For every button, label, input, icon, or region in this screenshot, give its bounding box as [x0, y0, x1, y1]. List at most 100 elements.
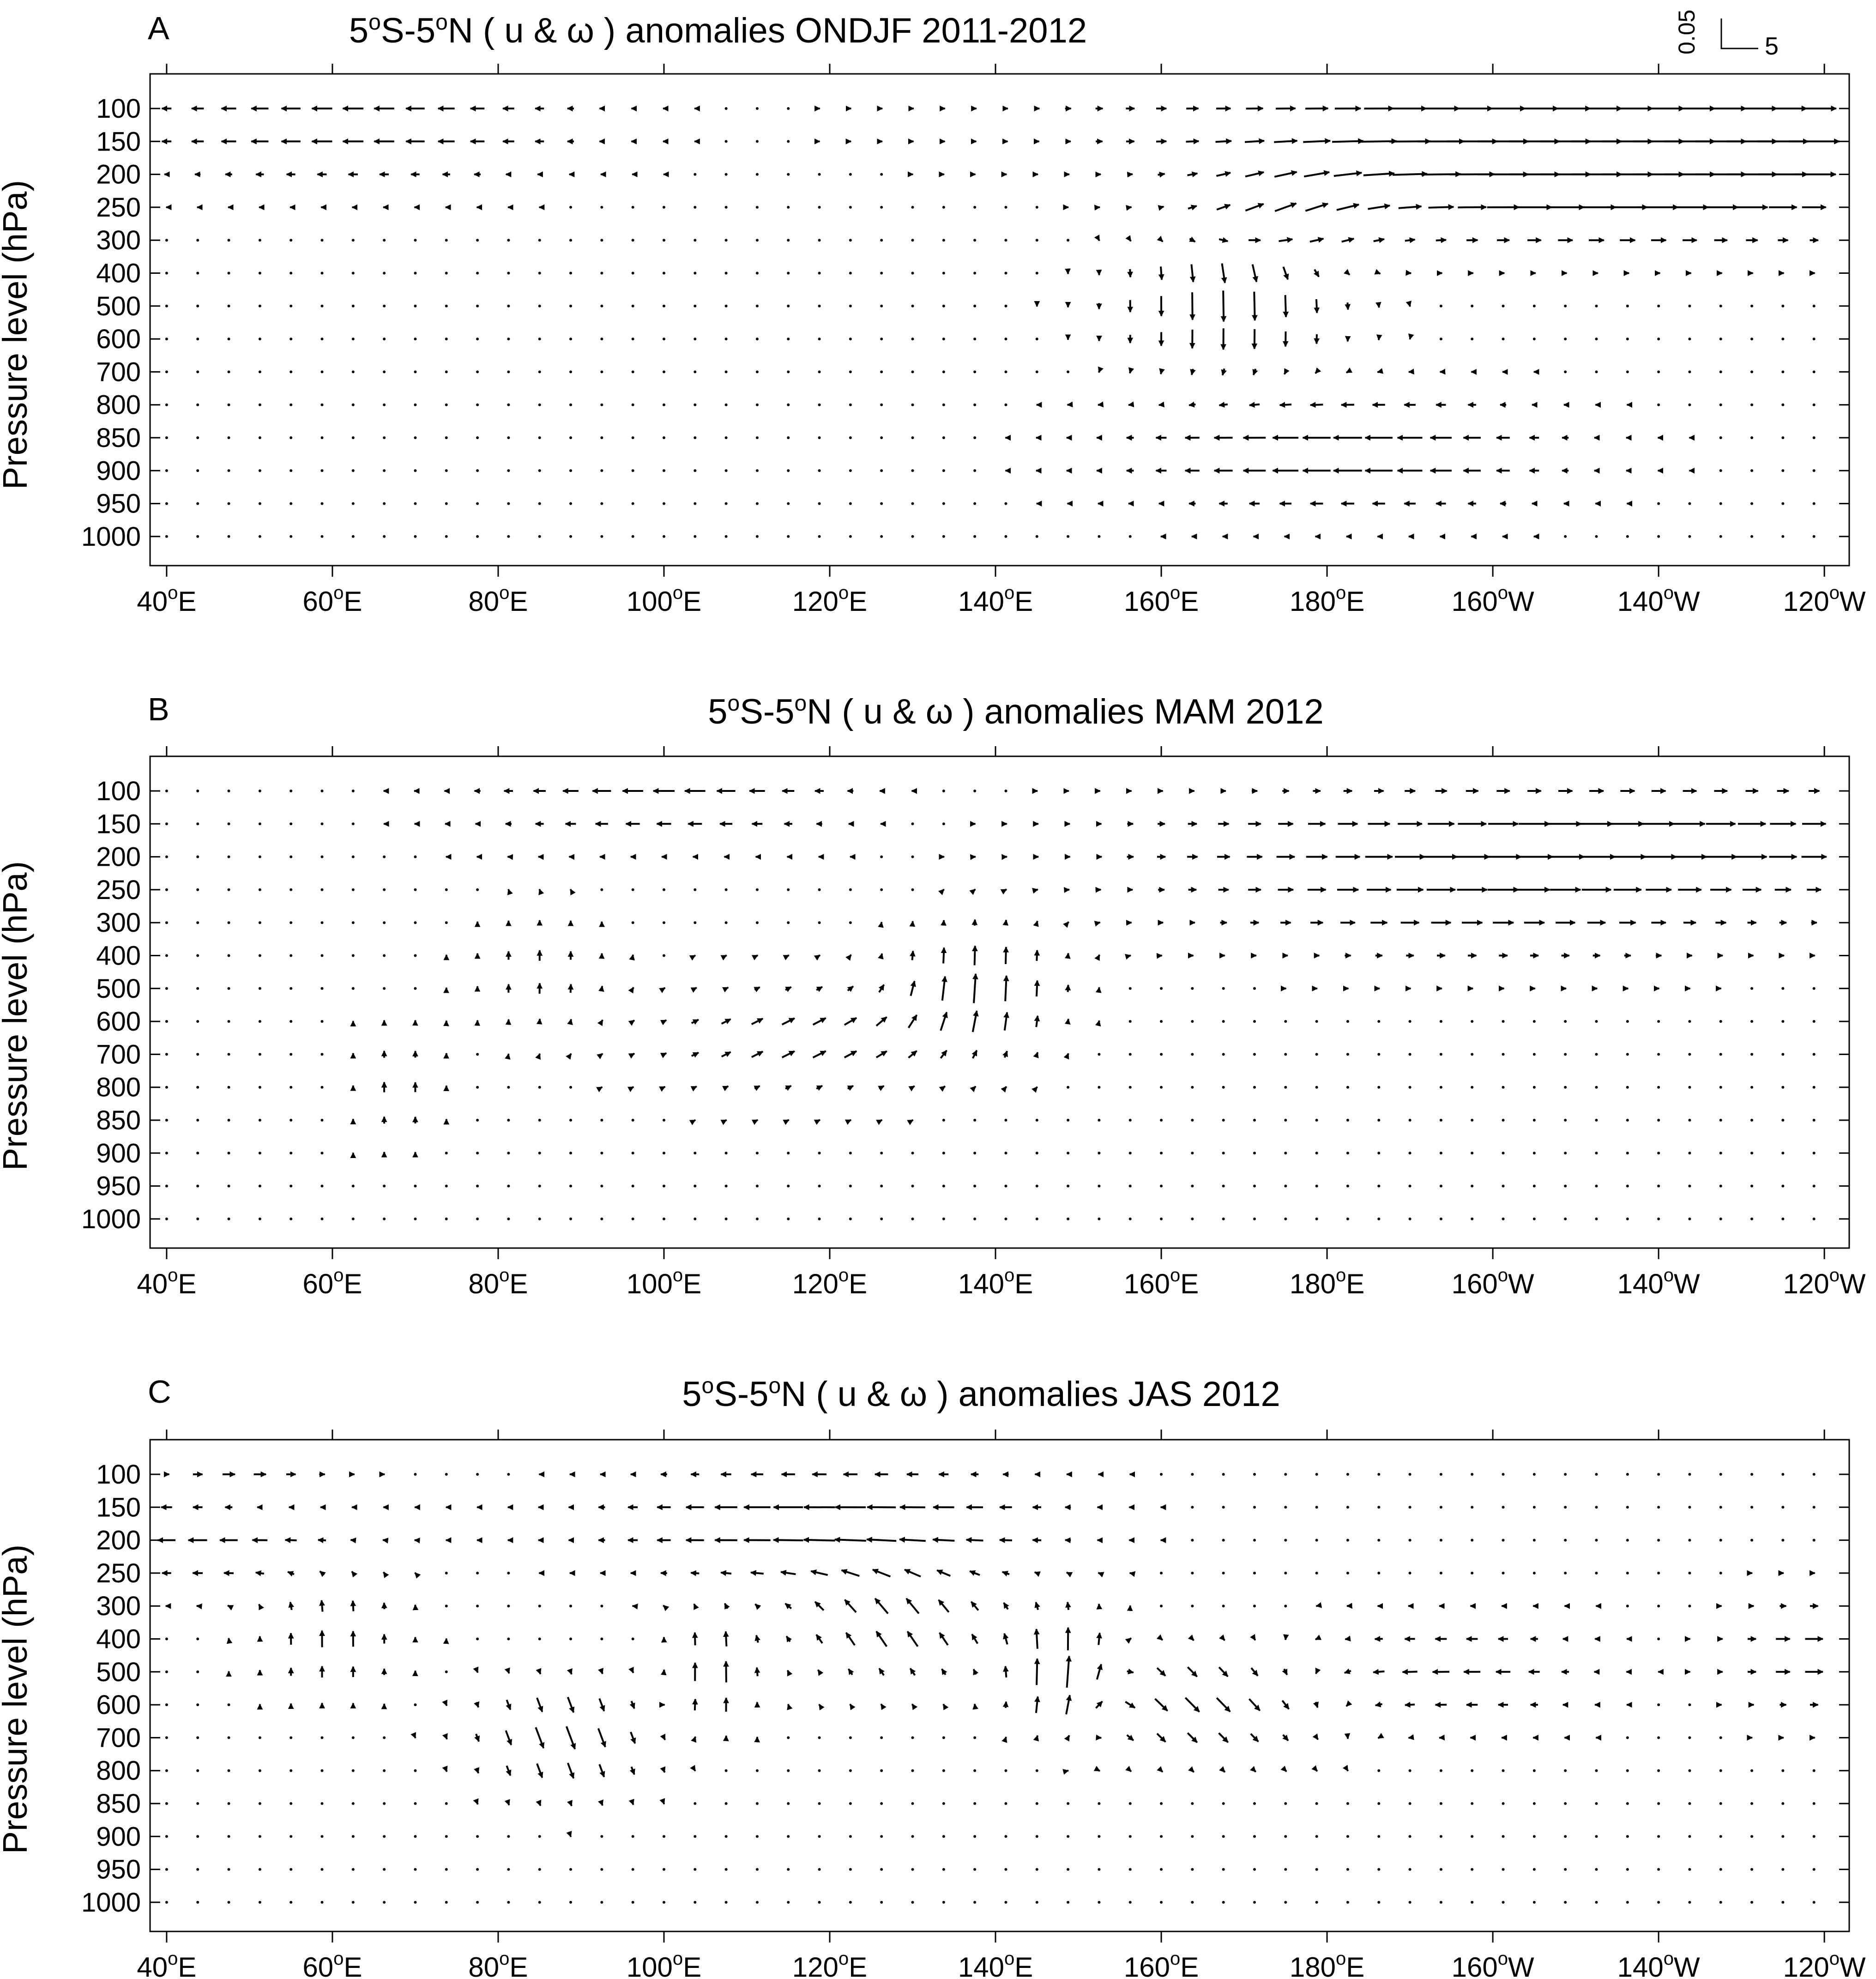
vector-dot [1128, 1868, 1132, 1871]
vector-dot [1471, 1835, 1474, 1838]
vector-dot [1812, 1152, 1816, 1155]
vector-dot [227, 1736, 230, 1739]
vector-dot [1688, 1539, 1691, 1542]
vector-arrow [227, 1605, 234, 1611]
vector-arrow [1033, 920, 1039, 927]
vector-dot [383, 1901, 386, 1904]
panel-c-letter: C [148, 1374, 171, 1410]
vector-dot [507, 1901, 510, 1904]
vector-dot [476, 1119, 479, 1122]
vector-dot [1657, 304, 1660, 308]
panel-a-title: 5oS-5oN ( u & ω ) anomalies ONDJF 2011-2… [349, 10, 1087, 50]
vector-dot [383, 921, 386, 924]
vector-arrow [720, 1570, 732, 1576]
vector-dot [911, 1868, 914, 1871]
vector-dot [1750, 1868, 1754, 1871]
vector-arrow [880, 1703, 887, 1710]
vector-arrow [442, 1733, 448, 1740]
vector-dot [1688, 304, 1691, 308]
vector-dot [1781, 1119, 1785, 1122]
vector-dot [290, 338, 293, 341]
vector-dot [383, 1769, 386, 1772]
vector-dot [1719, 1473, 1722, 1476]
vector-dot [1222, 1473, 1225, 1476]
vector-dot [973, 790, 977, 792]
vector-dot [476, 436, 479, 439]
vector-dot [1377, 1769, 1381, 1772]
vector-arrow [1283, 295, 1289, 318]
vector-dot [1750, 1835, 1754, 1838]
vector-dot [694, 921, 697, 924]
panel-b-frame [149, 755, 1850, 1249]
vector-dot [1657, 338, 1660, 341]
vector-dot [351, 338, 355, 341]
y-tick-label: 250 [96, 1558, 141, 1588]
vector-arrow [1305, 202, 1329, 212]
y-tick-label: 150 [96, 809, 141, 839]
vector-dot [1408, 1571, 1412, 1575]
vector-arrow [1458, 204, 1487, 211]
vector-dot [1253, 1119, 1256, 1122]
vector-dot [196, 1901, 199, 1904]
vector-dot [445, 1473, 448, 1476]
vector-arrow [971, 1010, 979, 1032]
vector-dot [1532, 1901, 1536, 1904]
vector-arrow [936, 1569, 951, 1577]
vector-dot [196, 790, 199, 792]
vector-dot [1191, 1086, 1194, 1089]
vector-arrow [1156, 1732, 1166, 1743]
vector-dot [755, 1901, 759, 1904]
vector-dot [694, 1835, 697, 1838]
vector-dot [414, 1769, 417, 1772]
vector-dot [1098, 1053, 1101, 1056]
vector-dot [258, 1901, 261, 1904]
vector-dot [849, 370, 852, 374]
vector-dot [1688, 1020, 1691, 1023]
vector-arrow [817, 1669, 824, 1676]
vector-dot [1067, 1184, 1070, 1188]
vector-dot [1719, 403, 1722, 406]
vector-dot [227, 1901, 230, 1904]
vector-arrow [1311, 1765, 1318, 1772]
vector-dot [973, 535, 977, 538]
vector-dot [414, 338, 417, 341]
vector-dot [1812, 502, 1816, 505]
vector-dot [196, 502, 199, 505]
vector-dot [1471, 1539, 1474, 1542]
vector-dot [1160, 1184, 1163, 1188]
vector-dot [1284, 1086, 1287, 1089]
vector-dot [1502, 338, 1505, 341]
vector-dot [1377, 1473, 1381, 1476]
vector-dot [507, 1152, 510, 1155]
vector-dot [414, 469, 417, 472]
vector-dot [818, 1152, 821, 1155]
vector-dot [1284, 1152, 1287, 1155]
x-tick-label: 180oE [1290, 1265, 1364, 1299]
vector-arrow [1309, 237, 1324, 243]
vector-dot [1502, 1184, 1505, 1188]
vector-dot [414, 502, 417, 505]
vector-dot [1781, 1539, 1785, 1542]
vector-arrow [506, 1699, 512, 1710]
y-tick-label: 600 [96, 1690, 141, 1720]
vector-arrow [1187, 1732, 1198, 1744]
vector-dot [662, 888, 665, 891]
vector-dot [196, 1802, 199, 1805]
vector-dot [414, 1184, 417, 1188]
vector-dot [1377, 1184, 1381, 1188]
vector-arrow [971, 1634, 978, 1644]
vector-dot [165, 1835, 168, 1838]
vector-dot [196, 1184, 199, 1188]
vector-dot [1564, 1868, 1567, 1871]
vector-arrow [442, 1699, 448, 1707]
vector-dot [1657, 1901, 1660, 1904]
vector-arrow [1184, 1697, 1200, 1713]
x-tick-label: 160oE [1124, 583, 1199, 617]
vector-dot [1532, 304, 1536, 308]
vector-dot [1439, 1053, 1442, 1056]
vector-dot [1471, 1020, 1474, 1023]
vector-dot [1595, 338, 1598, 341]
x-tick-label: 180oE [1290, 1949, 1364, 1979]
x-tick-label: 160oE [1124, 1265, 1199, 1299]
vector-dot [1719, 1184, 1722, 1188]
